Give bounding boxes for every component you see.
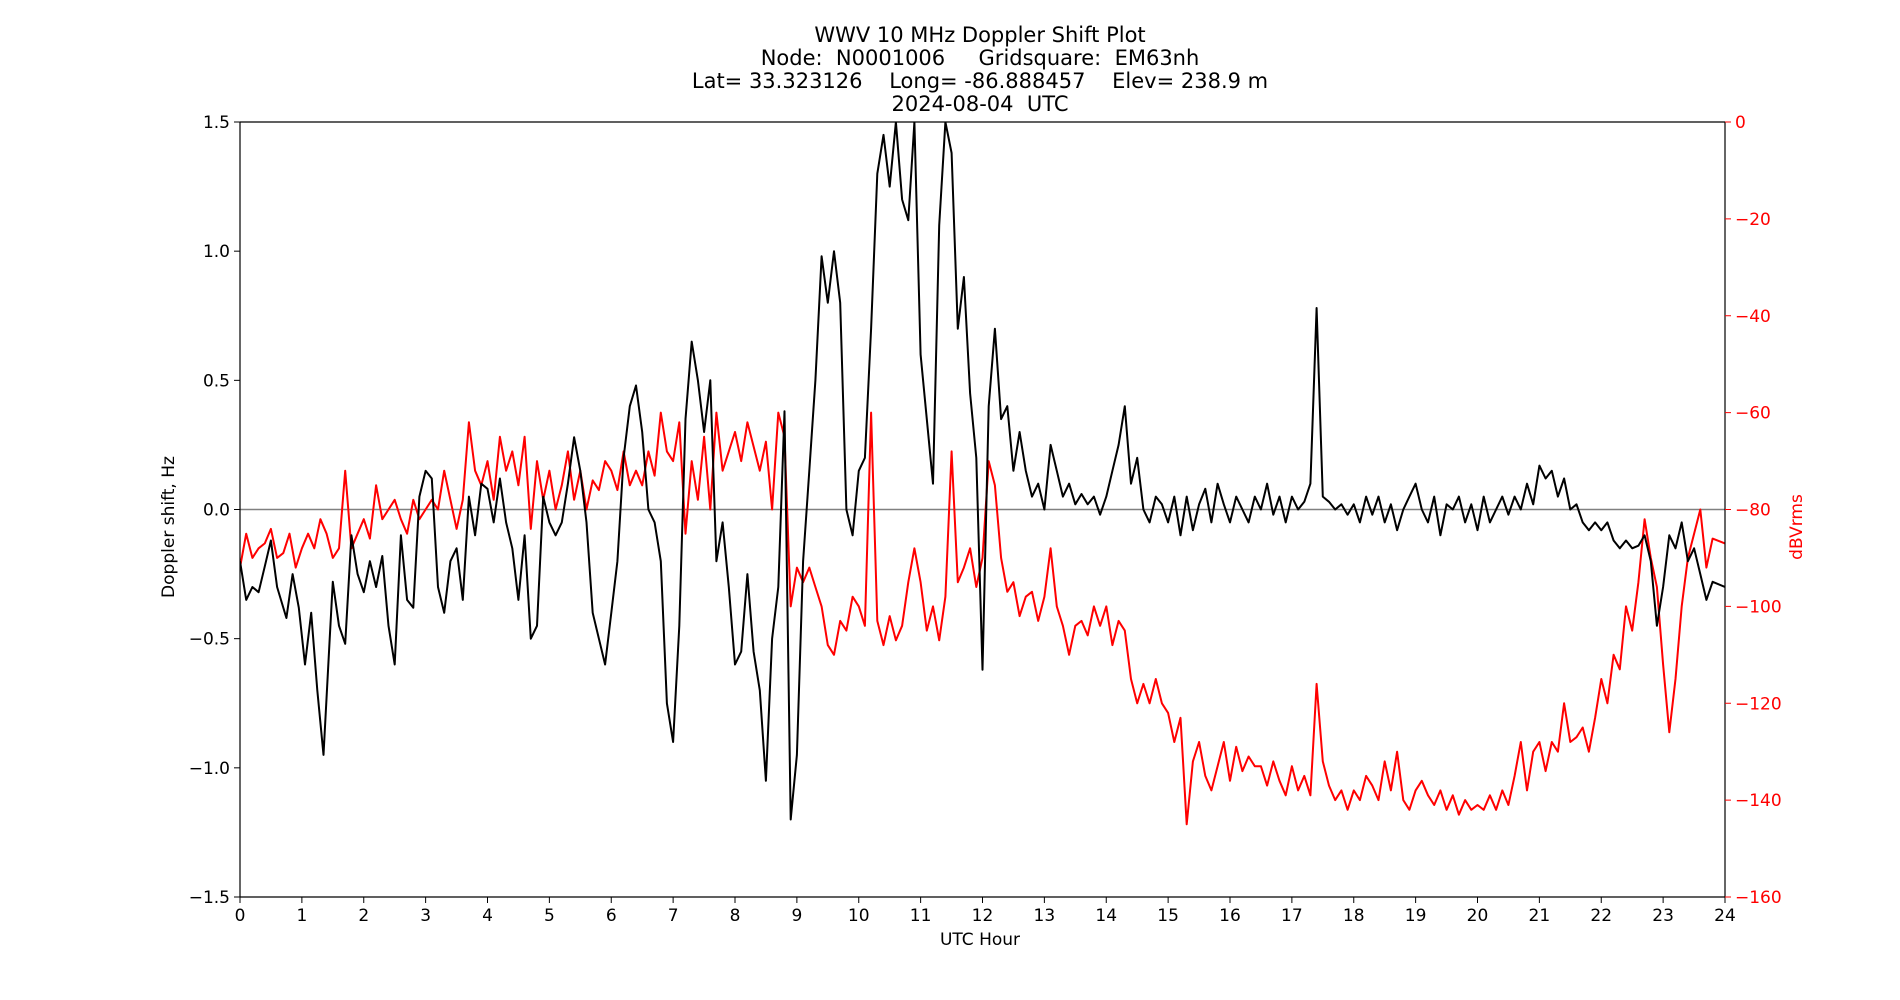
y-right-tick-label: −140 [1735,791,1782,811]
y-right-tick-label: 0 [1735,113,1746,133]
y-right-tick-label: −20 [1735,210,1771,230]
plot-area [239,121,1726,898]
y-right-tick-label: −120 [1735,694,1782,714]
x-axis-label: UTC Hour [940,930,1020,950]
y-left-tick-label: 1.0 [203,242,230,262]
y-left-tick-label: −1.0 [189,759,230,779]
x-tick-label: 6 [606,906,617,926]
y-left-tick-label: −1.5 [189,888,230,908]
y-axis-label-left: Doppler shift, Hz [159,456,179,598]
x-tick-label: 20 [1467,906,1489,926]
x-tick-label: 10 [848,906,870,926]
x-tick-label: 11 [910,906,932,926]
y-left-tick-label: 0.5 [203,371,230,391]
x-tick-label: 0 [235,906,246,926]
title-line-3: Lat= 33.323126 Long= -86.888457 Elev= 23… [692,69,1268,93]
x-tick-label: 16 [1219,906,1241,926]
x-tick-label: 9 [791,906,802,926]
x-tick-label: 13 [1034,906,1056,926]
x-tick-label: 1 [296,906,307,926]
y-right-tick-label: −80 [1735,501,1771,521]
x-tick-label: 18 [1343,906,1365,926]
x-tick-label: 19 [1405,906,1427,926]
x-tick-label: 12 [972,906,994,926]
doppler-shift-series-line [240,122,1725,821]
x-tick-label: 8 [730,906,741,926]
y-right-tick-label: −160 [1735,888,1782,908]
x-tick-label: 24 [1714,906,1736,926]
x-tick-label: 21 [1529,906,1551,926]
x-tick-label: 3 [420,906,431,926]
y-right-tick-label: −100 [1735,597,1782,617]
y-right-tick-label: −40 [1735,307,1771,327]
x-tick-label: 14 [1095,906,1117,926]
y-right-tick-label: −60 [1735,404,1771,424]
title-line-2: Node: N0001006 Gridsquare: EM63nh [761,46,1200,70]
title-line-4: 2024-08-04 UTC [891,92,1068,116]
y-axis-label-right: dBVrms [1787,494,1807,560]
x-tick-label: 5 [544,906,555,926]
y-left-tick-label: −0.5 [189,630,230,650]
y-left-tick-label: 0.0 [203,501,230,521]
x-tick-label: 22 [1590,906,1612,926]
chart-title: WWV 10 MHz Doppler Shift Plot Node: N000… [692,23,1268,116]
title-line-1: WWV 10 MHz Doppler Shift Plot [814,23,1145,47]
axis-ticks: 0 1 2 3 4 5 6 7 8 9 10 11 12 13 14 15 16 17 18 19 20 21 22 23 24… [189,113,1782,926]
x-tick-label: 23 [1652,906,1674,926]
x-tick-label: 2 [358,906,369,926]
x-tick-label: 17 [1281,906,1303,926]
x-tick-label: 7 [668,906,679,926]
signal-level-series-line [240,411,1725,826]
y-left-tick-label: 1.5 [203,113,230,133]
x-tick-label: 15 [1157,906,1179,926]
x-tick-label: 4 [482,906,493,926]
